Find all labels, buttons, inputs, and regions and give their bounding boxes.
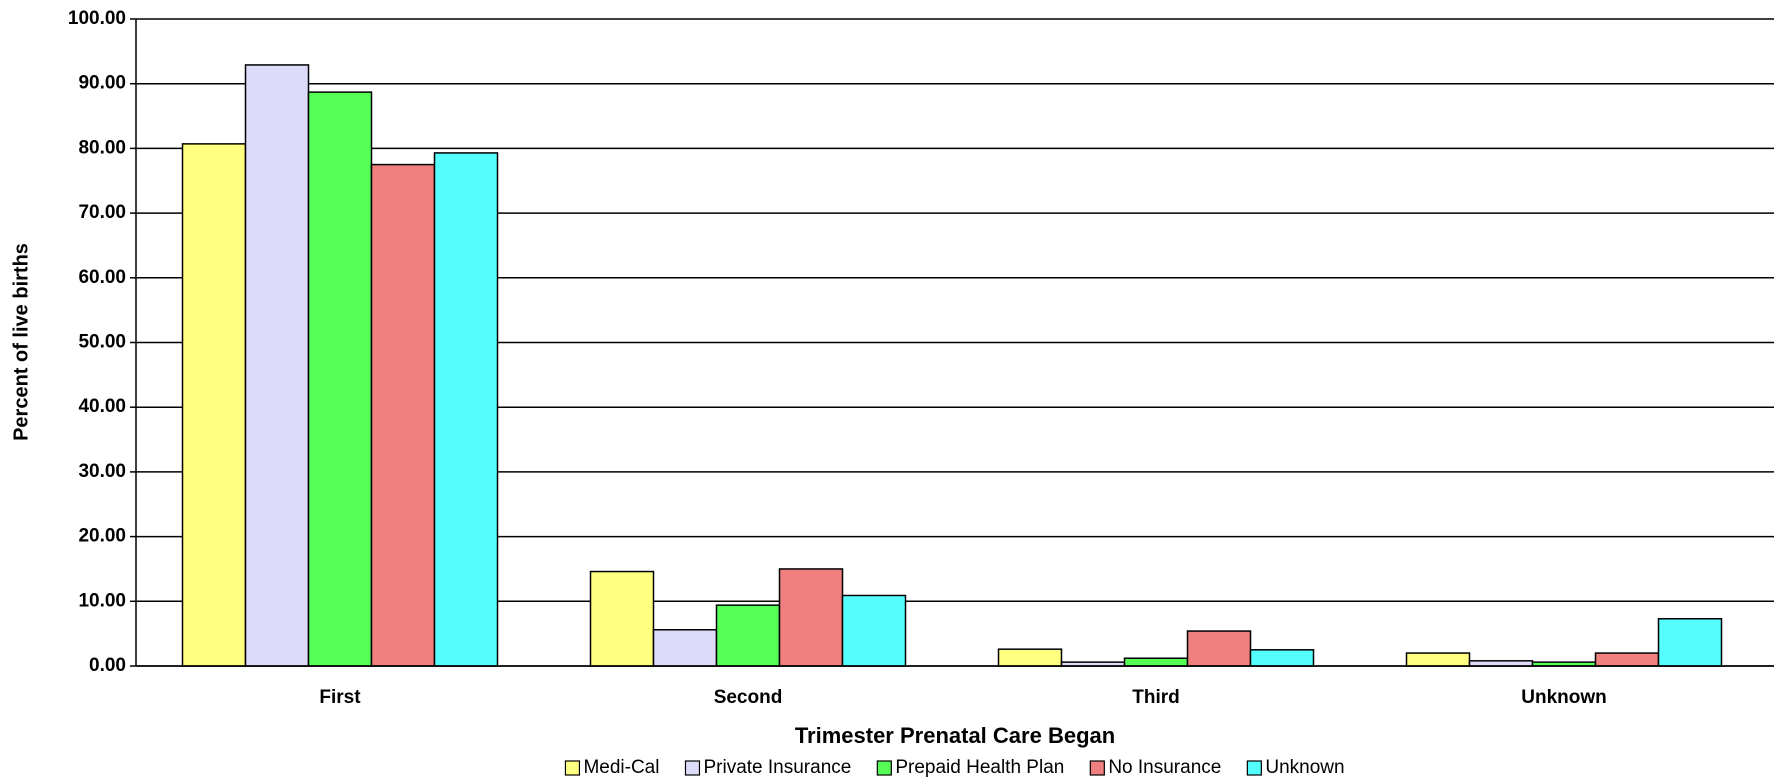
bar	[1657, 618, 1723, 667]
y-tick-label: 50.00	[78, 332, 126, 353]
bar	[652, 629, 718, 667]
bar	[181, 143, 247, 667]
bar	[841, 594, 907, 667]
legend-label: Private Insurance	[703, 757, 851, 778]
bar	[1405, 652, 1471, 667]
y-tick-label: 40.00	[78, 396, 126, 417]
bar	[715, 604, 781, 667]
y-tick-label: 80.00	[78, 137, 126, 158]
bar	[1186, 630, 1252, 667]
legend-label: Medi-Cal	[583, 757, 659, 778]
bar	[997, 648, 1063, 667]
y-tick-label: 100.00	[68, 8, 126, 29]
bar	[433, 152, 499, 667]
y-axis-title: Percent of live births	[10, 243, 32, 441]
y-tick-label: 70.00	[78, 202, 126, 223]
x-axis-title: Trimester Prenatal Care Began	[795, 723, 1115, 748]
legend-swatch	[1089, 760, 1105, 776]
legend-swatch	[684, 760, 701, 776]
bar	[244, 64, 310, 667]
y-tick-label: 20.00	[78, 526, 126, 547]
bar	[778, 568, 844, 667]
legend-swatch	[876, 760, 892, 776]
bar	[589, 570, 655, 667]
y-tick-label: 90.00	[78, 73, 126, 94]
x-tick-label: First	[319, 687, 361, 708]
x-tick-label: Second	[714, 687, 783, 708]
y-tick-label: 10.00	[78, 590, 126, 611]
legend-swatch	[564, 760, 581, 776]
bar	[1249, 649, 1315, 667]
y-tick-label: 60.00	[78, 267, 126, 288]
legend-swatch	[1246, 760, 1262, 776]
legend-label: Prepaid Health Plan	[895, 757, 1064, 778]
y-tick-label: 30.00	[78, 461, 126, 482]
bar	[1123, 657, 1189, 667]
legend-label: Unknown	[1265, 757, 1344, 778]
x-tick-label: Third	[1132, 687, 1180, 708]
legend-label: No Insurance	[1108, 757, 1221, 778]
bar	[307, 91, 373, 667]
y-tick-label: 0.00	[89, 655, 126, 676]
bar	[1468, 660, 1534, 667]
bar	[370, 163, 436, 667]
bar	[1594, 652, 1660, 667]
x-tick-label: Unknown	[1521, 687, 1607, 708]
